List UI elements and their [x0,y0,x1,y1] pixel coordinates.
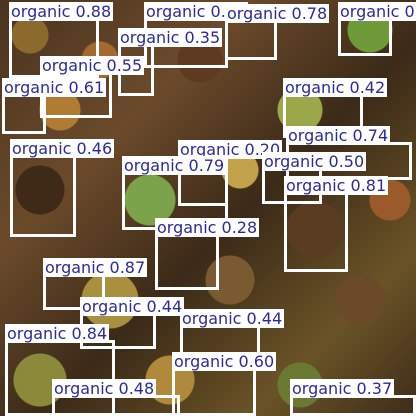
detection-box: organic 0.39 [338,2,416,56]
detection-label: organic 0.81 [284,176,389,195]
detection-box: organic 0.60 [172,352,277,416]
detection-box: organic 0.37 [290,379,416,416]
detection-box: organic 0.78 [225,4,330,60]
detection-box: organic 0.61 [2,78,107,134]
detection-label: organic 0.37 [290,379,395,398]
detection-box: organic 0.79 [122,156,228,230]
detection-label: organic 0.61 [2,78,107,97]
detection-box: organic 0.44 [80,297,185,349]
detection-label: organic 0.48 [52,379,157,398]
detection-label: organic 0.84 [5,324,110,343]
detection-label: organic 0.60 [172,352,277,371]
detection-label: organic 0.74 [286,126,391,145]
detection-label: organic 0.28 [155,218,260,237]
detection-box: organic 0.28 [155,218,260,290]
detection-box: organic 0.20 [178,140,283,206]
detection-label: organic 0.44 [180,309,285,328]
detection-label: organic 0.42 [283,78,388,97]
detection-box: organic 0.46 [10,139,115,237]
detection-label: organic 0.44 [80,297,185,316]
detection-label: organic 0.50 [262,152,367,171]
detection-box: organic 0.88 [9,2,114,78]
detection-label: organic 0.46 [10,139,115,158]
detection-box: organic 0.87 [43,258,148,310]
detection-label: organic 0.35 [118,28,223,47]
detection-label: organic 0.20 [178,140,283,159]
detection-box: organic 0.44 [180,309,285,369]
detection-label: organic 0.79 [122,156,227,175]
detection-box: organic 0.48 [52,379,180,416]
detection-label: organic 0.88 [9,2,114,21]
detection-label: organic 0.87 [43,258,148,277]
detection-label: organic 0.78 [225,4,330,23]
detection-box: organic 0.81 [284,176,389,272]
detection-label: organic 0.39 [338,2,416,21]
detection-label: organic 0.55 [40,56,145,75]
